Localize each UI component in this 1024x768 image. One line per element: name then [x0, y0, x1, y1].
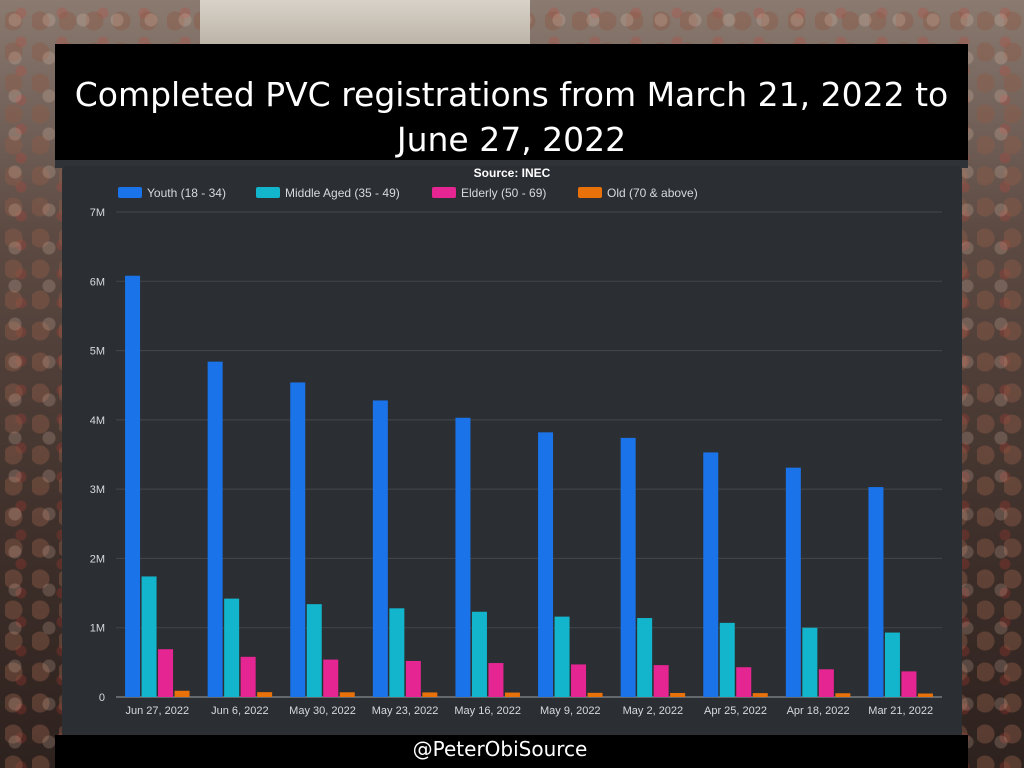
x-tick-4: May 23, 2022 — [372, 705, 439, 717]
y-tick-4M: 4M — [90, 415, 105, 427]
bar-4-8 — [752, 693, 768, 697]
y-tick-5M: 5M — [90, 346, 105, 358]
y-tick-6M: 6M — [90, 276, 105, 288]
x-tick-1: Jun 27, 2022 — [125, 705, 189, 717]
bar-3-3 — [323, 659, 339, 697]
bar-4-9 — [835, 693, 851, 697]
bar-3-8 — [736, 667, 752, 697]
footer-banner — [55, 735, 968, 768]
bar-3-2 — [240, 656, 256, 697]
y-tick-2M: 2M — [90, 553, 105, 565]
bar-2-10 — [884, 632, 900, 697]
bar-1-9 — [785, 467, 801, 697]
bar-3-6 — [571, 664, 587, 697]
legend-label-4: Old (70 & above) — [607, 186, 698, 200]
bar-4-2 — [257, 692, 273, 697]
bar-3-4 — [405, 660, 421, 697]
bar-4-7 — [670, 692, 686, 697]
y-tick-3M: 3M — [90, 484, 105, 496]
y-tick-0: 0 — [99, 692, 105, 704]
bar-1-10 — [868, 487, 884, 697]
bar-2-1 — [141, 576, 157, 697]
bar-2-2 — [224, 598, 240, 697]
y-tick-7M: 7M — [90, 207, 105, 219]
bar-4-3 — [339, 692, 355, 697]
x-tick-2: Jun 6, 2022 — [211, 705, 269, 717]
bar-3-1 — [158, 649, 174, 697]
bar-4-1 — [174, 690, 190, 697]
bar-2-8 — [719, 622, 735, 697]
source-strip — [55, 160, 968, 168]
bar-3-7 — [653, 665, 669, 697]
legend-label-3: Elderly (50 - 69) — [461, 186, 546, 200]
title-banner — [55, 44, 968, 160]
bar-1-6 — [538, 432, 554, 697]
bar-2-4 — [389, 608, 405, 697]
building-background — [200, 0, 530, 44]
bar-1-8 — [703, 452, 719, 697]
x-tick-8: Apr 25, 2022 — [704, 705, 767, 717]
bar-2-7 — [637, 618, 653, 697]
bar-4-5 — [504, 692, 520, 697]
bar-1-3 — [290, 382, 306, 697]
chart-title: Completed PVC registrations from March 2… — [74, 75, 949, 159]
x-tick-6: May 9, 2022 — [540, 705, 601, 717]
bar-4-10 — [917, 693, 933, 697]
bar-1-4 — [372, 400, 388, 697]
x-tick-7: May 2, 2022 — [623, 705, 684, 717]
y-tick-1M: 1M — [90, 623, 105, 635]
bar-3-5 — [488, 663, 504, 697]
footer-handle: @PeterObiSource — [412, 737, 588, 761]
x-tick-3: May 30, 2022 — [289, 705, 356, 717]
bar-2-9 — [802, 627, 818, 697]
x-tick-10: Mar 21, 2022 — [868, 705, 933, 717]
legend-swatch-1 — [118, 187, 142, 198]
bar-4-4 — [422, 692, 438, 697]
x-tick-5: May 16, 2022 — [454, 705, 521, 717]
bar-2-6 — [554, 616, 570, 697]
legend-swatch-3 — [432, 187, 456, 198]
bar-1-5 — [455, 417, 471, 697]
legend-swatch-4 — [578, 187, 602, 198]
legend-swatch-2 — [256, 187, 280, 198]
bar-2-5 — [471, 611, 487, 697]
bar-3-9 — [818, 669, 834, 697]
bar-2-3 — [306, 604, 322, 697]
bar-3-10 — [901, 671, 917, 697]
legend-label-2: Middle Aged (35 - 49) — [285, 186, 400, 200]
chart-subtitle: Source: INEC — [474, 166, 551, 180]
bar-1-7 — [620, 437, 636, 697]
bar-1-1 — [125, 275, 141, 697]
legend-label-1: Youth (18 - 34) — [147, 186, 226, 200]
bar-4-6 — [587, 692, 603, 697]
bar-1-2 — [207, 361, 223, 697]
x-tick-9: Apr 18, 2022 — [787, 705, 850, 717]
